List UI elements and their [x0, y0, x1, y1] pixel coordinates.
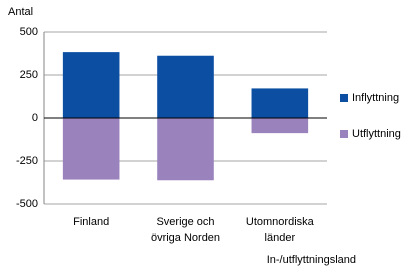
y-tick-label: 500 — [20, 26, 38, 38]
y-tick-label: -500 — [16, 198, 38, 210]
bar — [62, 52, 120, 118]
x-tick-label: Utomnordiska — [246, 216, 315, 228]
x-tick-label: övriga Norden — [151, 232, 220, 244]
x-tick-label: länder — [265, 232, 296, 244]
bar — [157, 55, 214, 118]
y-tick-label: -250 — [16, 155, 38, 167]
x-tick-label: Sverige och — [156, 216, 214, 228]
legend-label: Utflyttning — [352, 128, 401, 140]
bar — [251, 118, 309, 134]
y-axis-label: Antal — [8, 6, 33, 18]
legend-swatch — [340, 94, 348, 102]
bar — [157, 118, 214, 181]
bar — [251, 88, 309, 118]
legend-swatch — [340, 130, 348, 138]
x-tick-label: Finland — [73, 216, 109, 228]
y-tick-label: 250 — [20, 69, 38, 81]
x-axis-label: In-/utflyttningsland — [267, 254, 356, 266]
bar — [62, 118, 120, 180]
legend-label: Inflyttning — [352, 92, 399, 104]
y-tick-label: 0 — [32, 112, 38, 124]
